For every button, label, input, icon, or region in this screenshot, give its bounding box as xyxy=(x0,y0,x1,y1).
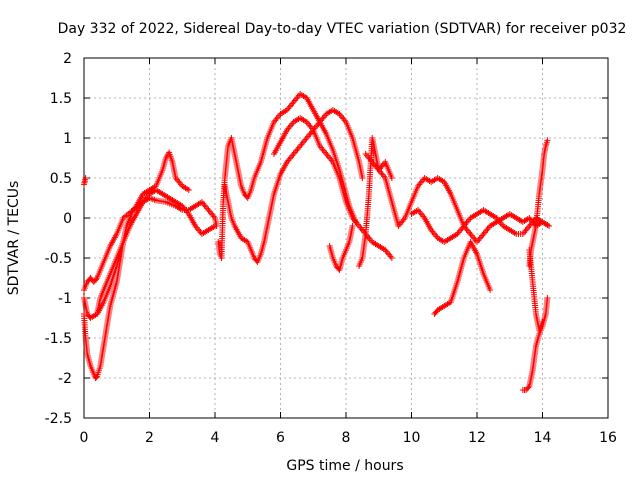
chart-title: Day 332 of 2022, Sidereal Day-to-day VTE… xyxy=(58,21,627,37)
data-point xyxy=(544,295,551,301)
y-tick-label: -1.5 xyxy=(45,331,72,347)
data-point xyxy=(487,287,494,293)
series-arc-7 xyxy=(221,107,366,265)
x-axis-label: GPS time / hours xyxy=(286,458,403,474)
data-point xyxy=(359,175,366,181)
x-tick-label: 8 xyxy=(342,430,351,446)
series-arc-5 xyxy=(94,223,133,317)
series-arc-6 xyxy=(215,91,359,261)
axis-ticks: 0 2 4 6 8 10 12 14 16 -2.5 -2 -1.5 -1 -0.5 0 0.5 1 1.5 2 xyxy=(45,51,617,446)
series-arc-4 xyxy=(81,175,89,188)
data-point xyxy=(212,223,218,229)
data-point xyxy=(82,175,89,181)
series-arc-12 xyxy=(408,207,553,245)
y-axis-label: SDTVAR / TECUs xyxy=(6,181,22,296)
series-arc-1 xyxy=(81,195,220,293)
data-point xyxy=(544,137,551,144)
x-tick-label: 16 xyxy=(599,430,617,446)
series-arc-10 xyxy=(356,135,395,269)
y-tick-label: -2.5 xyxy=(45,411,72,427)
data-point xyxy=(388,255,395,261)
series-arc-16 xyxy=(526,247,546,333)
data-point xyxy=(546,223,553,229)
data-points xyxy=(81,91,553,393)
series-arc-8 xyxy=(270,115,395,261)
series-arc-13 xyxy=(431,239,494,317)
data-point xyxy=(126,223,133,229)
series-arc-2 xyxy=(81,149,192,381)
y-tick-label: -1 xyxy=(58,291,72,307)
y-tick-label: 1 xyxy=(63,131,72,147)
x-tick-label: 0 xyxy=(80,430,89,446)
data-point xyxy=(525,384,532,391)
grid-lines xyxy=(84,58,608,418)
data-point xyxy=(93,276,100,283)
y-tick-label: 1.5 xyxy=(50,91,72,107)
x-tick-label: 2 xyxy=(145,430,154,446)
x-tick-label: 12 xyxy=(468,430,486,446)
series-arc-9 xyxy=(326,223,356,273)
data-point xyxy=(349,223,356,229)
y-tick-label: 0.5 xyxy=(50,171,72,187)
x-tick-label: 6 xyxy=(276,430,285,446)
series-arc-15 xyxy=(526,137,551,269)
data-point xyxy=(185,187,192,193)
x-tick-label: 10 xyxy=(403,430,421,446)
y-tick-label: -2 xyxy=(58,371,72,387)
data-point xyxy=(539,319,546,325)
x-tick-label: 14 xyxy=(534,430,552,446)
y-tick-label: -0.5 xyxy=(45,251,72,267)
y-tick-label: 0 xyxy=(63,211,72,227)
data-point xyxy=(93,374,100,381)
data-point xyxy=(388,175,395,181)
x-tick-label: 4 xyxy=(211,430,220,446)
y-tick-label: 2 xyxy=(63,51,72,67)
